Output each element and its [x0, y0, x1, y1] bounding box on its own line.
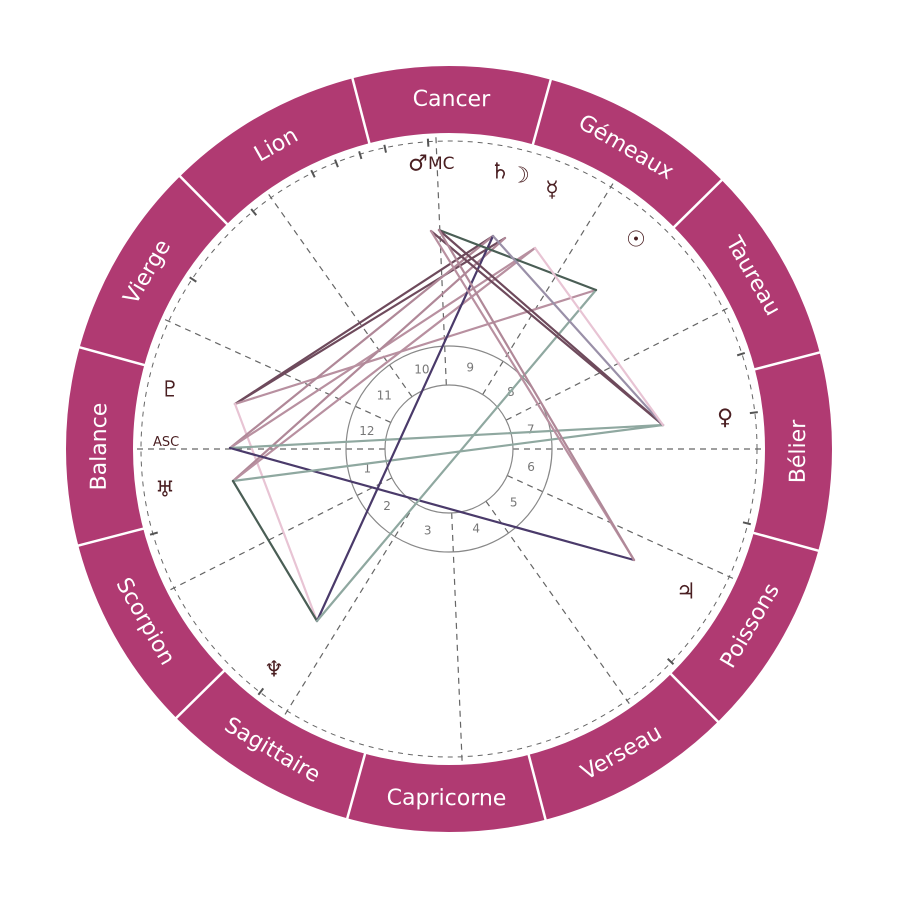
neptune-icon: ♆	[264, 658, 284, 683]
sign-label: Bélier	[786, 419, 811, 484]
mercury-icon: ☿	[545, 178, 559, 203]
aspect-line-uranus-neptune	[231, 479, 319, 623]
sign-divider	[350, 77, 371, 145]
planet-tick	[383, 144, 387, 153]
mars-icon: ♂	[408, 152, 428, 177]
sign-divider	[527, 753, 548, 821]
asc-label: ASC	[153, 435, 179, 450]
uranus-icon: ♅	[155, 478, 175, 503]
sign-divider	[345, 752, 367, 820]
mc-label: MC	[428, 154, 455, 174]
aspect-line-mc-venus	[437, 228, 665, 427]
sign-label: Cancer	[413, 87, 492, 113]
venus-icon: ♀	[717, 406, 733, 431]
planet-tick	[149, 531, 159, 536]
house-number: 3	[424, 523, 432, 537]
aspect-line-asc-saturn	[228, 234, 495, 450]
sign-divider	[178, 174, 229, 226]
sun-icon: ☉	[626, 228, 646, 253]
planet-tick	[250, 208, 258, 216]
saturn-icon: ♄	[490, 160, 510, 185]
aspect-lines	[228, 228, 665, 623]
aspect-line-asc-venus	[228, 423, 665, 450]
house-cusp-line	[451, 512, 463, 763]
zodiac-ring: CancerLionViergeBalanceScorpionSagittair…	[66, 66, 832, 832]
aspect-line-uranus-venus	[231, 423, 665, 483]
house-number: 5	[510, 496, 518, 510]
house-number: 7	[527, 423, 535, 437]
aspect-line-uranus-mercury	[231, 246, 537, 483]
sign-divider	[753, 350, 821, 371]
house-cusp-line	[267, 192, 413, 398]
house-cusp-line	[163, 318, 392, 424]
sign-divider	[174, 669, 226, 720]
sign-divider	[752, 531, 820, 553]
aspect-line-mc-sun	[437, 228, 598, 292]
sign-divider	[531, 78, 553, 146]
planet-tick	[310, 169, 316, 178]
aspect-line-pluto-neptune	[233, 402, 319, 623]
planet-tick	[257, 687, 265, 696]
sign-divider	[672, 178, 724, 229]
house-number: 12	[359, 424, 374, 438]
jupiter-icon: ♃	[676, 580, 696, 605]
house-cusp-line	[168, 477, 393, 592]
planet-glyphs: ♂ ♄ ☽ ☿ ☉ ♀ ♃ ♆ ♅ ♇	[155, 152, 733, 683]
moon-icon: ☽	[510, 164, 530, 189]
planet-tick	[189, 276, 197, 283]
aspect-line-neptune-sun	[315, 288, 598, 623]
house-number: 1	[363, 461, 371, 475]
aspect-line-pluto-sun	[233, 288, 598, 406]
planet-tick	[426, 138, 430, 147]
house-number: 11	[377, 388, 392, 402]
house-cusps	[135, 135, 763, 763]
aspect-line-pluto-moon	[233, 236, 507, 406]
house-cusp-line	[482, 181, 615, 395]
house-number: 9	[466, 361, 474, 375]
house-cusp-line	[435, 135, 447, 386]
house-inner-circle	[384, 384, 514, 514]
pluto-icon: ♇	[160, 378, 180, 403]
planet-tick	[749, 411, 758, 415]
planet-tick	[742, 521, 752, 526]
sign-divider	[669, 672, 720, 724]
aspect-line-asc-jupiter	[228, 446, 636, 562]
sign-label: Balance	[87, 403, 113, 491]
house-number: 4	[472, 521, 480, 535]
aspect-line-pluto-saturn	[233, 234, 495, 406]
sign-divider	[77, 527, 145, 548]
aspect-line-saturn-venus	[491, 234, 665, 427]
house-number: 2	[383, 499, 391, 513]
aspect-line-mc-jupiter	[437, 228, 636, 562]
planet-tick	[334, 159, 339, 168]
house-outer-circle	[345, 345, 553, 553]
planet-tick	[667, 657, 675, 665]
aspect-line-neptune-saturn	[315, 234, 495, 623]
sign-divider	[78, 345, 146, 367]
aspect-line-mercury-venus	[533, 246, 665, 427]
aspect-line-mars-jupiter	[429, 229, 636, 562]
house-cusp-line	[283, 503, 416, 717]
house-cusp-line	[506, 474, 735, 580]
house-number: 10	[414, 363, 429, 377]
planet-tick	[736, 351, 746, 357]
house-cusp-line	[485, 500, 631, 706]
zodiac-band	[66, 66, 832, 832]
sign-label: Capricorne	[387, 786, 507, 812]
house-number: 6	[527, 460, 535, 474]
planet-tick	[358, 150, 363, 160]
